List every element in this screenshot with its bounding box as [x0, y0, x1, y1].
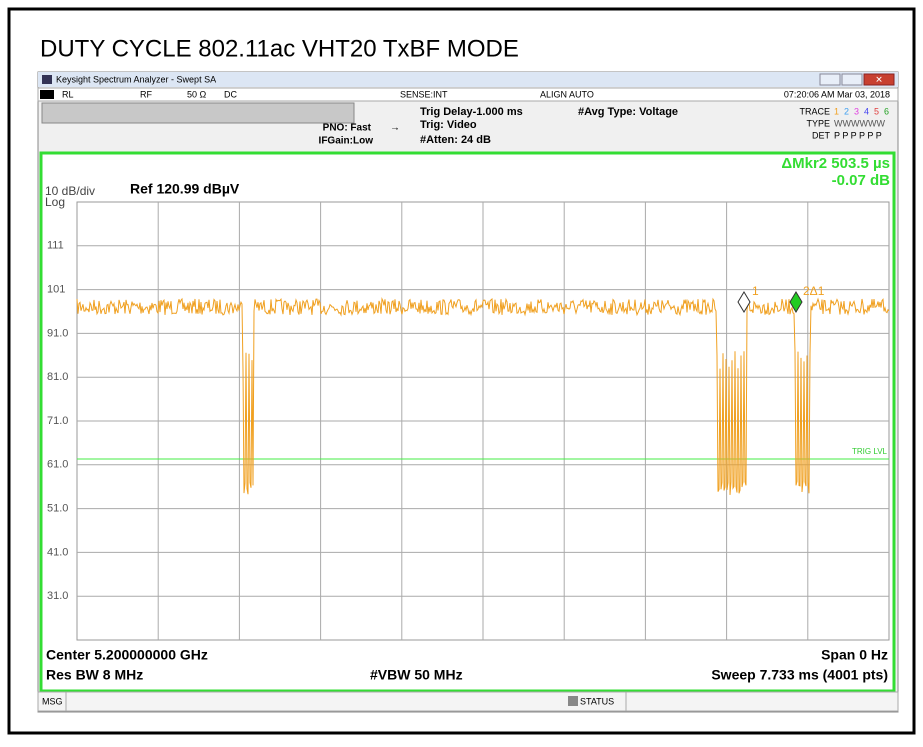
vbw: #VBW 50 MHz — [370, 667, 463, 683]
rf: RF — [140, 89, 152, 99]
sense: SENSE:INT — [400, 89, 448, 99]
pno: PNO: Fast — [323, 123, 372, 134]
close-icon: ✕ — [875, 74, 883, 84]
y-label: 31.0 — [47, 590, 68, 602]
type-label: TYPE — [806, 118, 830, 128]
trig-label: TRIG LVL — [852, 447, 888, 456]
trace-number: 4 — [864, 106, 869, 116]
marker-2 — [789, 291, 803, 313]
window-title: Keysight Spectrum Analyzer - Swept SA — [56, 74, 216, 84]
trace-label: TRACE — [799, 106, 830, 116]
trace-number: 5 — [874, 106, 879, 116]
align: ALIGN AUTO — [540, 89, 594, 99]
y-label: 111 — [47, 240, 64, 252]
ref-level: Ref 120.99 dBµV — [130, 181, 240, 197]
page-title: DUTY CYCLE 802.11ac VHT20 TxBF MODE — [40, 35, 519, 62]
maximize-button[interactable] — [841, 73, 863, 86]
y-label: 81.0 — [47, 371, 68, 383]
minimize-button[interactable] — [819, 73, 841, 86]
y-label: 101 — [47, 284, 65, 296]
message-box — [41, 102, 355, 124]
trig-delay: Trig Delay-1.000 ms — [420, 106, 523, 118]
marker-1-label: 1 — [752, 284, 759, 298]
msg-bar — [37, 691, 899, 712]
impedance: 50 Ω — [187, 89, 207, 99]
y-label: 91.0 — [47, 327, 68, 339]
scale: 10 dB/div — [45, 184, 95, 198]
trace-number: 1 — [834, 106, 839, 116]
lxi-icon — [40, 90, 54, 99]
log: Log — [45, 195, 65, 209]
marker-delta: ΔMkr2 503.5 µs — [781, 155, 890, 172]
trace-number: 2 — [844, 106, 849, 116]
sweep: Sweep 7.733 ms (4001 pts) — [711, 667, 888, 683]
trace-number: 3 — [854, 106, 859, 116]
y-label: 71.0 — [47, 415, 68, 427]
type-value: WWWWWW — [834, 118, 885, 128]
datetime: 07:20:06 AM Mar 03, 2018 — [784, 89, 890, 99]
trace — [76, 297, 890, 495]
avg-type: #Avg Type: Voltage — [578, 106, 678, 118]
atten: #Atten: 24 dB — [420, 134, 491, 146]
center: Center 5.200000000 GHz — [46, 647, 208, 663]
marker-1 — [737, 291, 751, 313]
status: STATUS — [580, 696, 614, 706]
trig-arrow: → — [390, 123, 400, 134]
status-icon — [568, 696, 578, 706]
trig: Trig: Video — [420, 119, 477, 131]
app-icon — [42, 75, 52, 84]
y-label: 51.0 — [47, 503, 68, 515]
graph-panel — [39, 151, 896, 693]
rl: RL — [62, 89, 74, 99]
y-label: 41.0 — [47, 546, 68, 558]
y-label: 61.0 — [47, 459, 68, 471]
marker-value: -0.07 dB — [832, 172, 891, 189]
status-row — [37, 87, 899, 102]
coupling: DC — [224, 89, 237, 99]
ifgain: IFGain:Low — [319, 136, 374, 147]
marker-2-label: 2Δ1 — [803, 284, 825, 298]
span: Span 0 Hz — [821, 647, 888, 663]
title-bar — [38, 72, 898, 87]
trace-number: 6 — [884, 106, 889, 116]
det-label: DET — [812, 130, 831, 140]
det-value: P P P P P P — [834, 130, 882, 140]
msg: MSG — [42, 696, 63, 706]
close-button[interactable] — [863, 73, 895, 86]
rbw: Res BW 8 MHz — [46, 667, 143, 683]
